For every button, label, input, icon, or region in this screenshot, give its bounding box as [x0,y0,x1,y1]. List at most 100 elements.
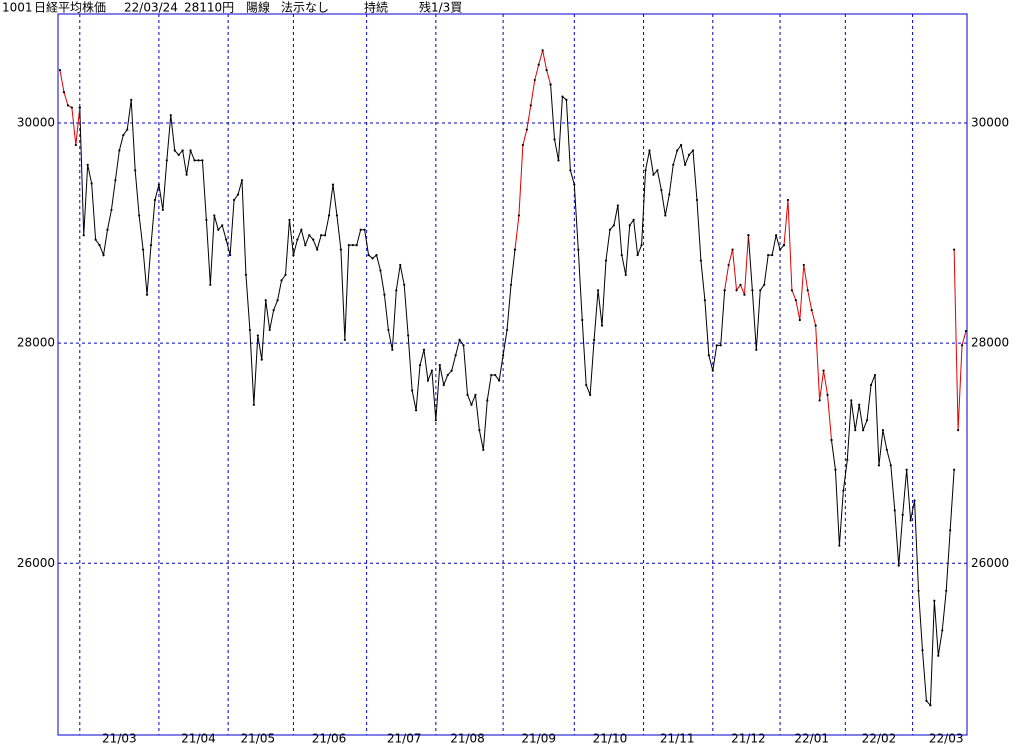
price-point [209,283,212,286]
price-point [513,248,517,251]
price-point [949,529,952,532]
price-point [767,253,770,257]
price-point [790,289,794,292]
x-tick-label: 21/05 [241,732,276,745]
price-point [94,238,97,241]
y-tick-label: 30000 [17,115,55,129]
price-point [268,328,271,332]
price-point [909,519,912,522]
header-name: 日経平均株価 [34,0,106,15]
price-point [229,253,232,257]
price-point [106,228,109,231]
price-point [723,289,726,292]
price-point [593,338,596,341]
price-point [450,369,453,372]
price-point [873,373,877,377]
price-point [735,289,738,292]
price-point [82,234,85,237]
price-point [794,299,797,302]
price-point [248,328,252,332]
price-point [58,69,62,72]
x-tick-label: 21/12 [731,732,766,745]
price-point [680,143,683,147]
price-point [648,149,651,152]
price-point [256,334,259,337]
price-point [739,283,742,286]
price-point [446,373,449,377]
price-point [442,383,445,387]
price-point [953,248,956,251]
price-point [323,234,327,237]
price-point [814,324,817,327]
x-tick-label: 21/09 [521,732,556,745]
price-point [78,106,81,109]
price-point [660,189,663,192]
x-tick-label: 22/02 [862,732,897,745]
x-tick-label: 21/04 [181,732,216,745]
price-point [478,428,481,432]
price-point [335,214,339,217]
price-point [806,289,809,292]
price-point [351,244,354,247]
price-point [458,338,461,341]
price-point [189,149,192,152]
price-point [201,159,204,162]
y-tick-label-right: 28000 [971,336,1009,350]
price-point [877,464,881,467]
price-point [126,128,129,131]
price-point [300,228,303,231]
price-point [430,369,433,372]
price-point [494,373,497,377]
price-point [636,253,639,257]
x-tick-label: 21/03 [102,732,137,745]
price-point [889,464,892,467]
price-point [652,173,655,176]
price-point [858,403,861,406]
price-point [110,208,113,212]
price-point [865,419,869,422]
price-point [541,49,544,52]
price-point [640,244,643,247]
price-point [141,248,145,251]
price-point [604,259,608,262]
price-point [102,253,105,257]
price-point [165,159,168,162]
price-point [331,183,335,186]
price-point [818,399,821,402]
price-point [161,208,164,212]
price-point [600,324,604,327]
price-point [474,393,477,396]
price-point [70,106,73,109]
price-point [240,179,244,182]
price-point [826,393,829,396]
price-point [86,163,89,166]
price-point [881,428,885,432]
price-point [355,244,358,247]
price-point [664,214,667,217]
price-point [933,599,936,602]
price-point [391,348,394,351]
price-point [387,328,390,332]
price-point [565,98,568,101]
price-point [454,354,457,357]
price-point [66,104,70,107]
price-point [383,293,386,296]
price-point [438,364,441,367]
x-tick-label: 21/11 [660,732,695,745]
price-point [885,448,888,452]
price-point [763,283,766,286]
price-point [960,344,964,347]
price-point [608,228,612,231]
price-point [771,253,774,257]
x-tick-label: 21/10 [593,732,628,745]
price-point [482,448,485,452]
price-point [945,589,948,592]
price-point [719,344,722,347]
price-point [320,234,323,237]
header-price: 28110円 [184,1,234,15]
price-point [308,234,311,237]
price-point [304,244,307,247]
x-tick-label: 22/01 [794,732,829,745]
price-point [620,253,623,257]
